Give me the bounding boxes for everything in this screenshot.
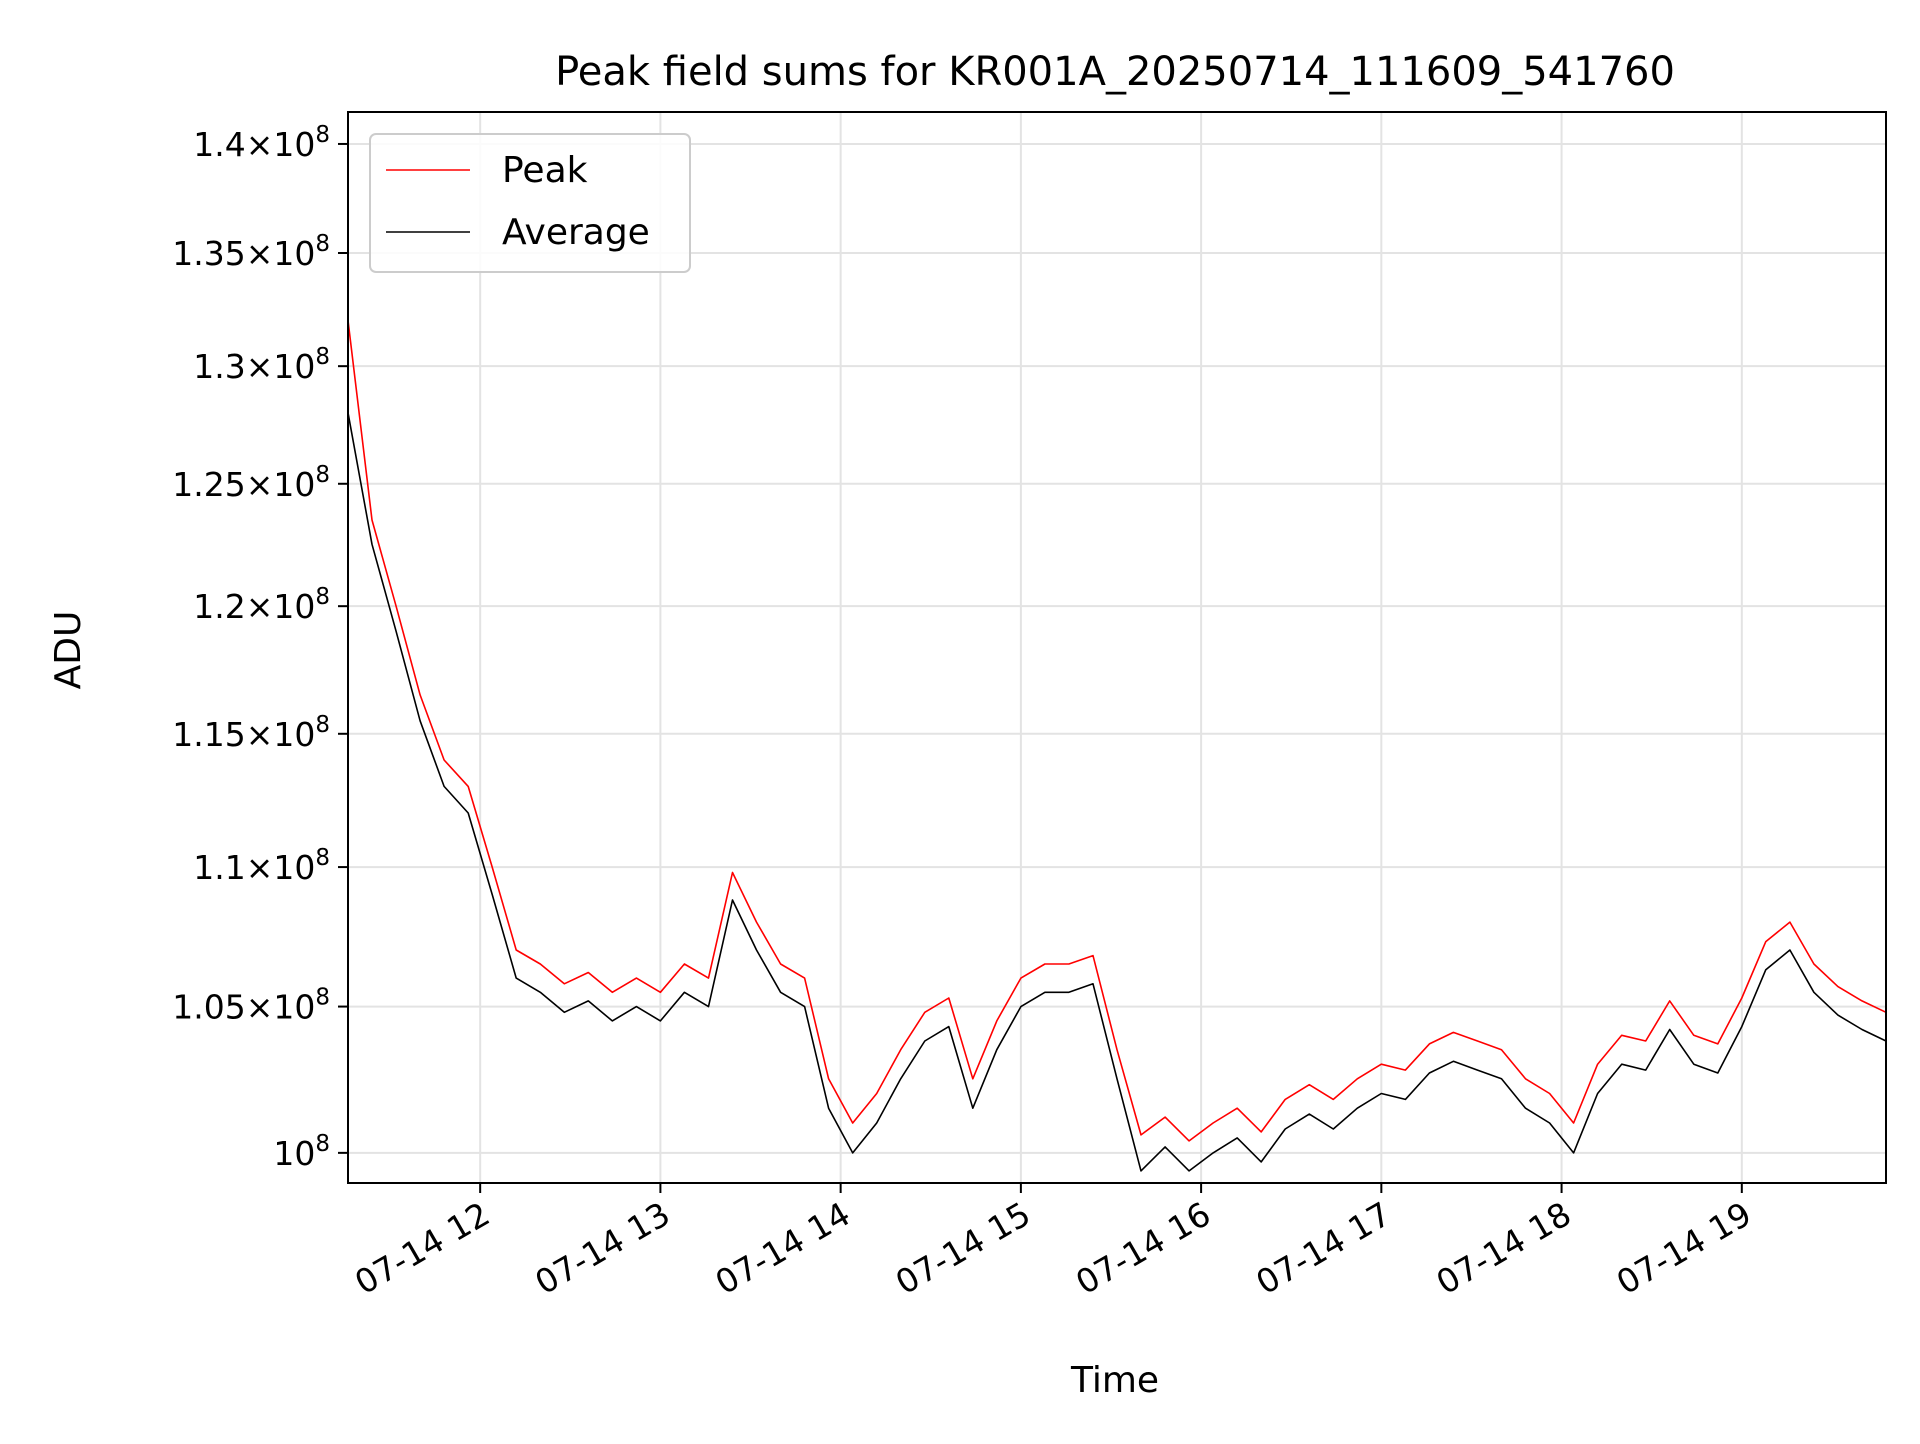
legend-label-average: Average: [502, 212, 650, 253]
y-tick-label: 1.35×108: [172, 231, 330, 273]
grid-lines: [348, 112, 1886, 1183]
chart-title: Peak field sums for KR001A_20250714_1116…: [555, 49, 1675, 95]
legend: Peak Average: [369, 133, 691, 273]
y-tick-label: 1.3×108: [193, 344, 330, 386]
y-tick-label: 1.05×108: [172, 985, 330, 1027]
y-axis-ticks: 108 1.05×108 1.1×108 1.15×108 1.2×108 1.25×10…: [172, 122, 348, 1173]
legend-box: [369, 133, 691, 273]
y-tick-label: 1.25×108: [172, 462, 330, 504]
x-axis-label: Time: [1070, 1360, 1159, 1401]
y-tick-label: 108: [273, 1131, 330, 1173]
y-axis-label: ADU: [48, 611, 89, 690]
y-tick-label: 1.2×108: [193, 584, 330, 626]
plot-area-frame: [347, 111, 1887, 1184]
legend-label-peak: Peak: [502, 150, 588, 191]
y-tick-label: 1.4×108: [193, 122, 330, 164]
y-tick-label: 1.15×108: [172, 712, 330, 754]
y-tick-label: 1.1×108: [193, 845, 330, 887]
